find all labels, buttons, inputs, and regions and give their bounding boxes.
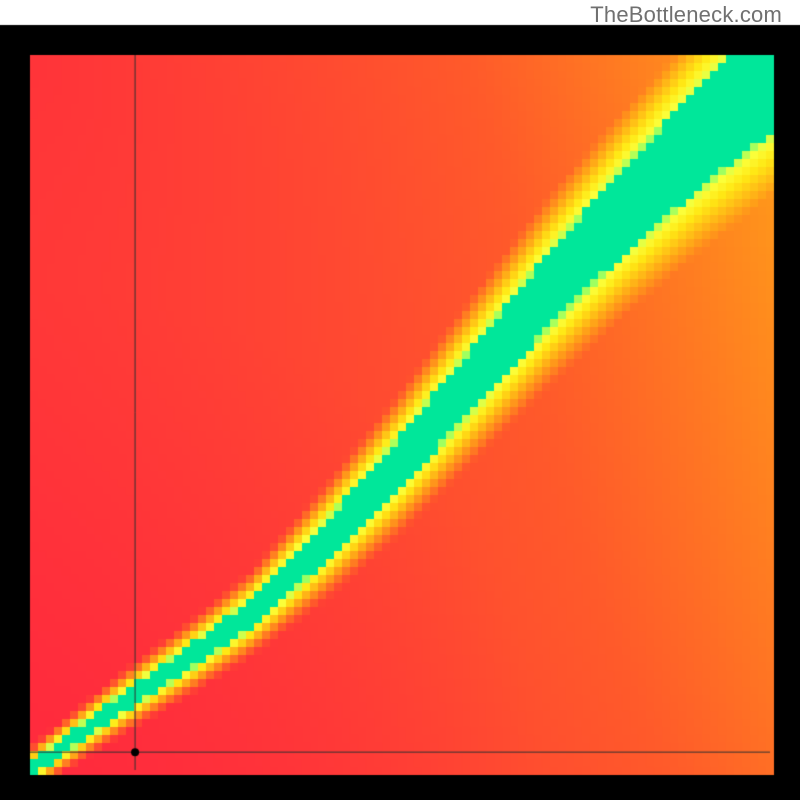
chart-container: TheBottleneck.com xyxy=(0,0,800,800)
heatmap-canvas xyxy=(0,0,800,800)
watermark-text: TheBottleneck.com xyxy=(590,2,782,28)
